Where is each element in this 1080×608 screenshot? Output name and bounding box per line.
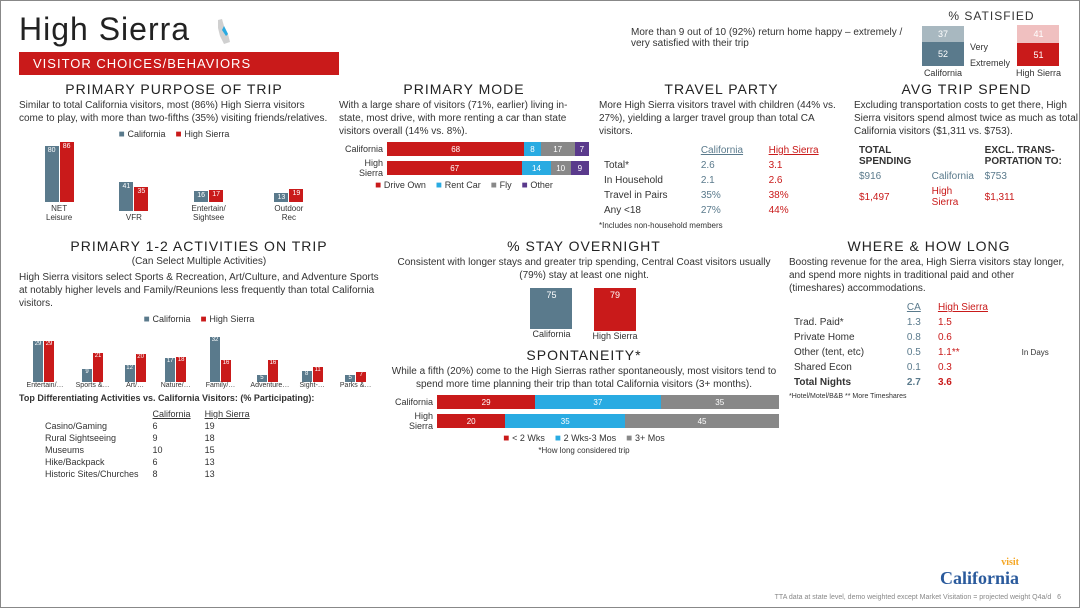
purpose-panel: PRIMARY PURPOSE OF TRIP Similar to total… (19, 81, 329, 230)
satisfaction-text: More than 9 out of 10 (92%) return home … (631, 9, 914, 49)
california-map-icon (210, 16, 242, 48)
mode-panel: PRIMARY MODE With a large share of visit… (339, 81, 589, 230)
section-bar: VISITOR CHOICES/BEHAVIORS (19, 52, 339, 75)
spontaneity-panel: SPONTANEITY* While a fifth (20%) come to… (389, 347, 779, 455)
where-panel: WHERE & HOW LONG Boosting revenue for th… (789, 238, 1069, 481)
spend-panel: AVG TRIP SPEND Excluding transportation … (854, 81, 1079, 230)
sat-bar-hs: 4151 High Sierra (1016, 25, 1061, 78)
satisfaction-heading: % SATISFIED (948, 9, 1034, 23)
party-panel: TRAVEL PARTY More High Sierra visitors t… (599, 81, 844, 230)
sat-bar-ca: 3752 California (922, 26, 964, 78)
satisfaction-panel: More than 9 out of 10 (92%) return home … (631, 9, 1061, 78)
activities-panel: PRIMARY 1-2 ACTIVITIES ON TRIP (Can Sele… (19, 238, 379, 481)
overnight-panel: % STAY OVERNIGHT Consistent with longer … (389, 238, 779, 341)
visit-california-logo: visitCalifornia (940, 557, 1019, 589)
footer-note: TTA data at state level, demo weighted e… (775, 594, 1061, 601)
